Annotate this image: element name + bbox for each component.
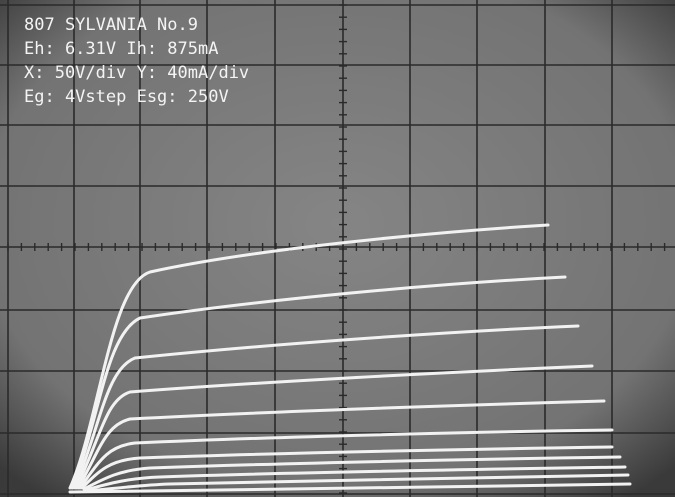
trace-curves [68,223,632,494]
minor-ticks [7,4,666,494]
label-line: 807 SYLVANIA No.9 [24,15,198,35]
label-line: Eh: 6.31V Ih: 875mA [24,39,218,59]
label-line: Eg: 4Vstep Esg: 250V [24,87,229,107]
label-line: X: 50V/div Y: 40mA/div [24,63,249,83]
